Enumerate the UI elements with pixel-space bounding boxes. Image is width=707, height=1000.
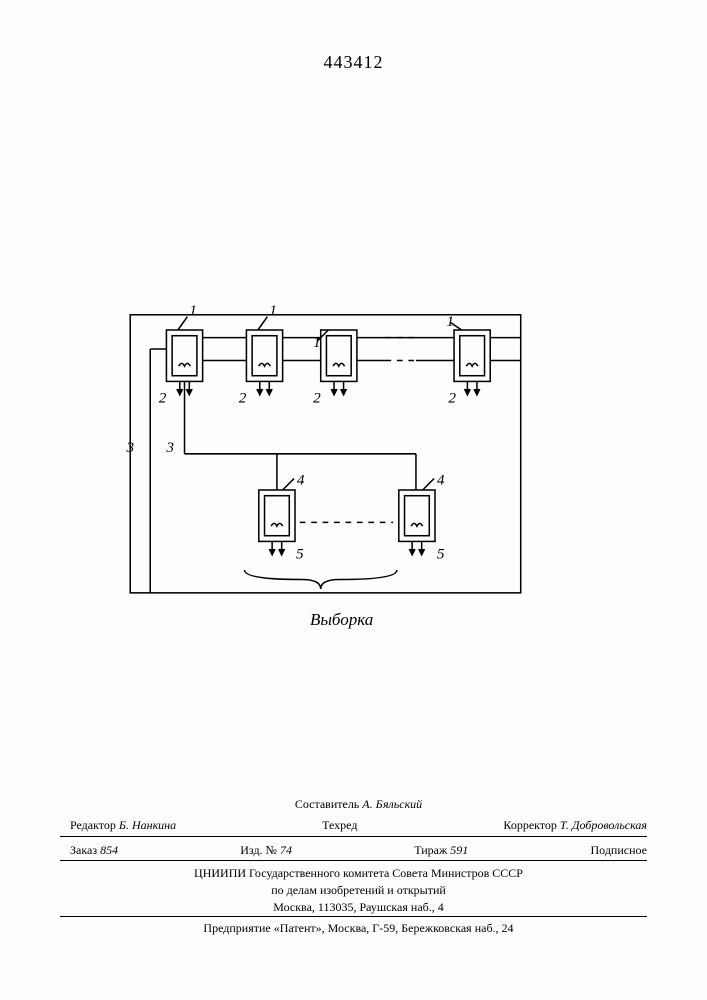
izd-no: 74 <box>280 843 292 857</box>
page: 443412 <box>0 0 707 1000</box>
svg-text:5: 5 <box>296 546 304 563</box>
tirazh-no: 591 <box>450 843 468 857</box>
rule-1 <box>60 836 647 837</box>
org-line-1: ЦНИИПИ Государственного комитета Совета … <box>70 865 647 882</box>
patent-number: 443412 <box>324 52 384 73</box>
svg-text:4: 4 <box>297 471 305 488</box>
svg-text:1: 1 <box>189 302 197 319</box>
svg-text:3: 3 <box>125 439 134 456</box>
credits-block: Составитель А. Бяльский Редактор Б. Нанк… <box>70 796 647 834</box>
svg-text:1: 1 <box>269 302 277 319</box>
subscription: Подписное <box>591 842 648 859</box>
org-block: ЦНИИПИ Государственного комитета Совета … <box>70 865 647 915</box>
editor-name: Б. Нанкина <box>119 818 176 832</box>
corrector-name: Т. Добровольская <box>560 818 647 832</box>
svg-text:1: 1 <box>313 334 321 351</box>
org-line-4: Предприятие «Патент», Москва, Г-59, Бере… <box>70 920 647 937</box>
compiler-name: А. Бяльский <box>362 797 422 811</box>
order-label: Заказ <box>70 843 97 857</box>
svg-text:3: 3 <box>165 439 174 456</box>
svg-text:2: 2 <box>313 389 321 406</box>
editor-label: Редактор <box>70 818 116 832</box>
svg-text:1: 1 <box>446 313 454 330</box>
printer-line: Предприятие «Патент», Москва, Г-59, Бере… <box>70 920 647 937</box>
rule-3 <box>60 916 647 917</box>
svg-text:2: 2 <box>239 389 247 406</box>
tirazh-label: Тираж <box>414 843 447 857</box>
org-line-2: по делам изобретений и открытий <box>70 882 647 899</box>
svg-text:2: 2 <box>448 389 456 406</box>
order-line: Заказ 854 Изд. № 74 Тираж 591 Подписное <box>70 842 647 859</box>
izd-label: Изд. № <box>240 843 277 857</box>
svg-text:4: 4 <box>437 471 445 488</box>
order-no: 854 <box>100 843 118 857</box>
org-line-3: Москва, 113035, Раушская наб., 4 <box>70 899 647 916</box>
figure-caption: Выборка <box>310 610 373 630</box>
schematic-diagram: 1 1 1 1 2 2 2 2 3 3 4 4 5 5 <box>120 290 550 610</box>
techred-label: Техред <box>322 817 357 834</box>
svg-text:2: 2 <box>159 389 167 406</box>
svg-text:5: 5 <box>437 546 445 563</box>
corrector-label: Корректор <box>503 818 557 832</box>
compiler-label: Составитель <box>295 797 359 811</box>
rule-2 <box>60 860 647 861</box>
